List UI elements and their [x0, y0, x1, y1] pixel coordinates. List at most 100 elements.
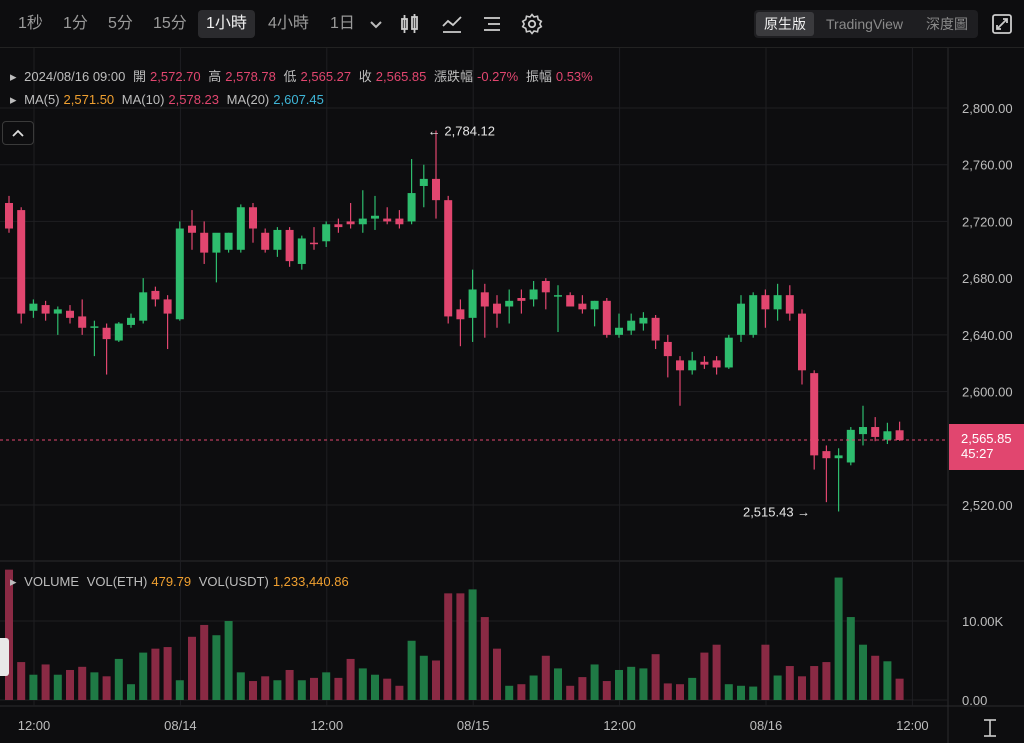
volume-collapse-chevron[interactable]: ▸	[10, 574, 17, 589]
volume-bar	[407, 640, 416, 700]
volume-tick-label: 10.00K	[962, 614, 1004, 629]
time-tick-label: 12:00	[18, 718, 51, 733]
ma20-value: 2,607.45	[273, 92, 324, 107]
volume-bar	[529, 675, 538, 700]
volume-bar	[66, 669, 74, 700]
candle-body	[773, 295, 782, 310]
candle-body	[188, 225, 196, 233]
candle-body	[480, 292, 489, 307]
candle	[578, 295, 587, 314]
candle	[517, 289, 526, 314]
collapse-indicators-button[interactable]	[2, 121, 34, 145]
volume-bar	[297, 680, 306, 700]
ma-collapse-chevron[interactable]: ▸	[10, 92, 17, 107]
change-value: -0.27%	[477, 69, 519, 84]
indicator-icon[interactable]	[440, 12, 464, 36]
volume-bar	[602, 681, 611, 700]
volume-bar	[261, 676, 270, 700]
candle	[724, 334, 733, 369]
volume-bar	[163, 647, 172, 700]
candle	[102, 323, 111, 375]
settings-list-icon[interactable]	[480, 12, 504, 36]
timeframe-1h[interactable]: 1小時	[198, 10, 255, 38]
candle-body	[493, 303, 501, 314]
candle-body	[432, 178, 440, 201]
candlestick-chart[interactable]: 2,800.00 2,760.00 2,720.00 2,680.00 2,640.00…	[0, 48, 1024, 743]
volume-bar	[627, 666, 636, 700]
candle	[322, 221, 331, 247]
info-collapse-chevron[interactable]: ▸	[10, 69, 17, 84]
timeframe-1m[interactable]: 1分	[63, 15, 88, 32]
candle	[505, 289, 514, 324]
volume-bar	[383, 678, 392, 700]
candle	[358, 190, 367, 233]
volume-bar	[566, 685, 575, 700]
vol-usdt-label: VOL(USDT)	[198, 574, 269, 589]
candle	[798, 309, 806, 385]
candle-body	[749, 295, 758, 335]
volume-bar	[188, 636, 196, 700]
low-label: 低	[283, 69, 297, 84]
candle	[554, 285, 562, 333]
timeframe-5m[interactable]: 5分	[108, 15, 133, 32]
timeframe-1s[interactable]: 1秒	[18, 15, 43, 32]
expand-icon[interactable]	[990, 12, 1014, 36]
candle-body	[566, 295, 575, 307]
volume-info-bar: ▸ VOLUME VOL(ETH) 479.79 VOL(USDT) 1,233,4…	[10, 574, 353, 590]
time-tick-label: 08/14	[164, 718, 197, 733]
candle	[468, 269, 477, 342]
price-tick-label: 2,760.00	[962, 158, 1013, 173]
candle	[346, 202, 355, 229]
volume-bar	[737, 685, 745, 700]
timeframe-15m[interactable]: 15分	[153, 15, 187, 32]
timeframe-1d[interactable]: 1日	[330, 15, 355, 32]
chevron-up-icon	[12, 129, 24, 137]
candle-body	[700, 361, 709, 365]
candle	[700, 356, 709, 369]
volume-title: VOLUME	[24, 574, 80, 589]
volume-bar	[41, 664, 50, 700]
high-value: 2,578.78	[225, 69, 276, 84]
view-native[interactable]: 原生版	[756, 12, 814, 36]
candle-body	[200, 232, 209, 253]
candle	[566, 292, 575, 307]
volume-bar	[651, 654, 660, 700]
candle-body	[505, 300, 514, 307]
gear-icon[interactable]	[520, 12, 544, 36]
timeframe-4h[interactable]: 4小時	[268, 15, 309, 32]
candle	[615, 313, 623, 338]
view-switcher: 原生版 TradingView 深度圖	[754, 10, 978, 38]
candle-body	[261, 232, 270, 250]
candle	[407, 159, 416, 225]
toolbar: 1秒 1分 5分 15分 1小時 4小時 1日 原生版 TradingView …	[0, 0, 1024, 48]
candle	[261, 228, 270, 253]
candle	[883, 422, 892, 445]
ma10-value: 2,578.23	[168, 92, 220, 107]
candle-body	[334, 224, 343, 228]
candle	[663, 334, 672, 378]
candle	[761, 289, 770, 328]
time-tick-label: 08/16	[750, 718, 783, 733]
candle	[53, 306, 62, 335]
candlestick-type-icon[interactable]	[398, 12, 422, 36]
volume-bar	[236, 672, 245, 700]
chevron-down-icon[interactable]	[364, 12, 388, 36]
candle-datetime: 2024/08/16 09:00	[24, 69, 126, 84]
candle	[17, 207, 26, 324]
candle	[846, 427, 855, 466]
open-value: 2,572.70	[150, 69, 201, 84]
volume-bar	[175, 680, 184, 700]
volume-bar	[859, 644, 867, 700]
reset-scale-icon[interactable]	[984, 719, 996, 737]
view-tradingview[interactable]: TradingView	[826, 16, 904, 32]
price-tick-label: 2,800.00	[962, 101, 1013, 116]
view-depth[interactable]: 深度圖	[926, 16, 968, 32]
candle-body	[761, 295, 770, 310]
candle-body	[639, 317, 648, 324]
volume-bar	[371, 674, 379, 700]
side-panel-handle[interactable]	[0, 638, 9, 676]
volume-bar	[90, 672, 99, 700]
candle	[200, 221, 209, 264]
candle-body	[456, 309, 465, 320]
candle-body	[590, 300, 599, 310]
